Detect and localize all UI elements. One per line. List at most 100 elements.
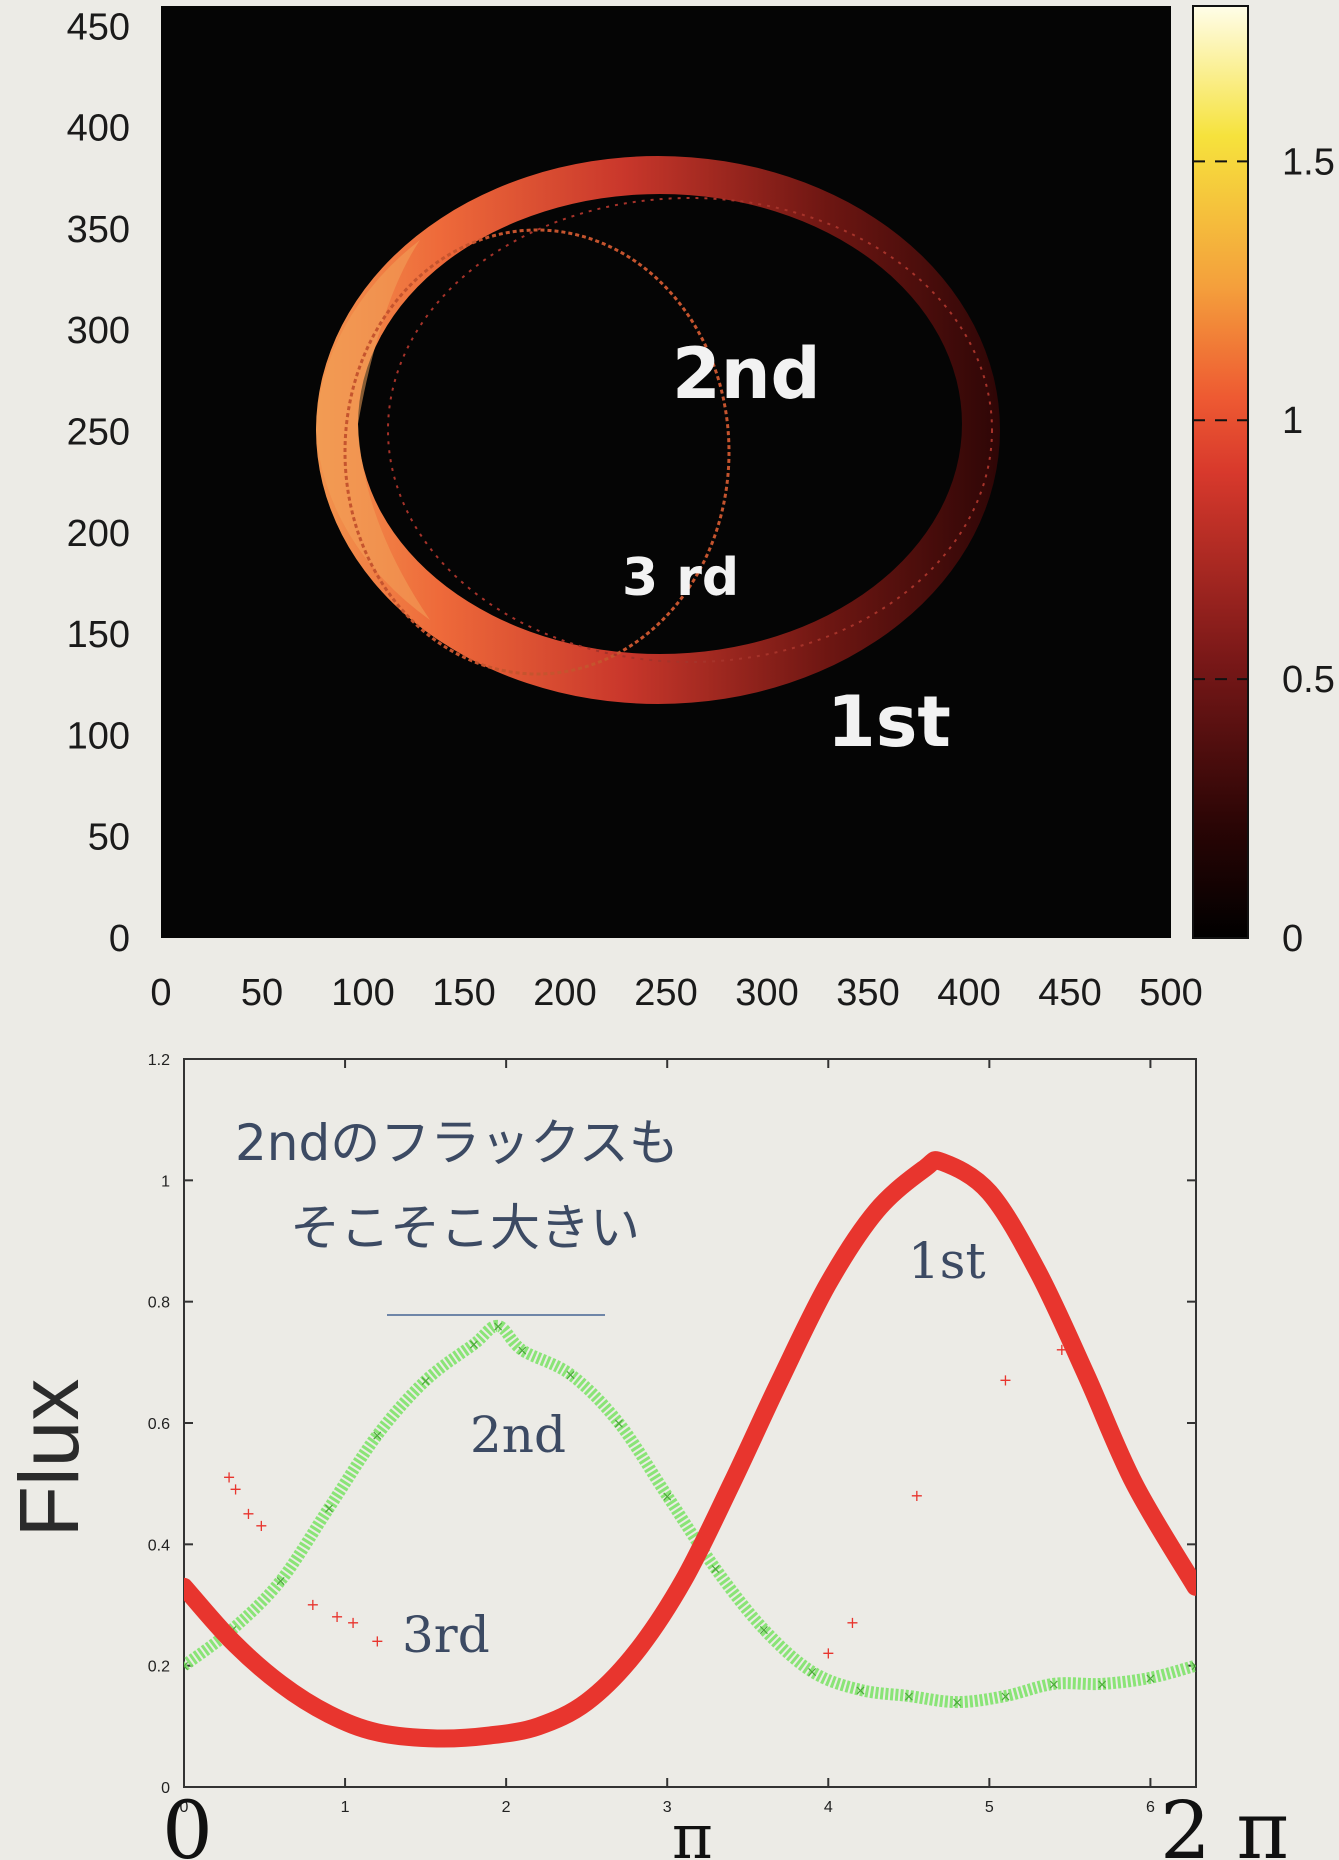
flux-y-tick-label: 1 <box>161 1173 170 1190</box>
flux-y-tick-label: 0.8 <box>148 1295 170 1312</box>
flux-y-tick-label: 0.2 <box>148 1659 170 1676</box>
heatmap-x-tick-label: 0 <box>150 972 171 1014</box>
series-3rd-point: + <box>846 1613 859 1632</box>
flux-y-tick-label: 1.2 <box>148 1052 170 1069</box>
flux-plot-area <box>183 1058 1197 1788</box>
flux-y-tick-label: 0.6 <box>148 1416 170 1433</box>
flux-x-tick-label: 5 <box>985 1799 994 1816</box>
heatmap-annotations: 2nd 3 rd 1st <box>622 333 951 763</box>
series-2nd-line <box>184 1319 1196 1709</box>
flux-x-axis-mark: 0 <box>162 1784 213 1860</box>
heatmap-plot-area <box>161 6 1171 938</box>
heatmap-annotation-label: 2nd <box>672 333 821 415</box>
heatmap-x-tick-label: 400 <box>937 972 1000 1014</box>
series-2nd-point: × <box>758 1622 770 1638</box>
heatmap-panel: 0 50 100 150 200 250 300 350 400 450 500 0 50 100 150 2… <box>67 5 1335 1014</box>
heatmap-rings <box>316 156 1000 704</box>
heatmap-y-tick-label: 250 <box>67 411 130 453</box>
flux-x-axis-mark: 2 π <box>1160 1784 1289 1860</box>
heatmap-x-tick-label: 50 <box>241 972 283 1014</box>
series-3rd-point: + <box>822 1644 835 1663</box>
series-3rd-point: + <box>255 1516 268 1535</box>
flux-annotation-label: 2nd <box>470 1406 566 1464</box>
heatmap-y-tick-label: 100 <box>67 715 130 757</box>
series-3rd-point: + <box>242 1504 255 1523</box>
flux-annotation-label: そこそこ大きい <box>290 1199 640 1257</box>
first-order-ring-bright-left <box>316 240 430 620</box>
series-3rd-point: + <box>330 1607 343 1626</box>
heatmap-annotation-label: 3 rd <box>622 548 739 608</box>
colorbar-tick-label: 1.5 <box>1282 141 1335 183</box>
colorbar-tick-label: 1 <box>1282 400 1303 442</box>
series-2nd-point: × <box>516 1343 528 1359</box>
colorbar <box>1192 5 1249 939</box>
series-2nd-point: × <box>420 1374 432 1390</box>
series-2nd-point: × <box>178 1659 190 1675</box>
flux-annotation-label: 3rd <box>402 1606 490 1664</box>
flux-series: ×××××××××××××××× × × ×× × ××++++++ +++++++ <box>178 1151 1196 1748</box>
heatmap-y-tick-label: 450 <box>67 6 130 48</box>
series-1st-line <box>184 1151 1196 1748</box>
series-2nd-point: × <box>275 1574 287 1590</box>
series-2nd-point: × <box>903 1689 915 1705</box>
heatmap-x-tick-label: 100 <box>331 972 394 1014</box>
colorbar-tick-label: 0 <box>1282 918 1303 960</box>
flux-annotation-label: 2ndのフラックスも <box>235 1114 679 1172</box>
flux-y-axis-label: Flux <box>2 1379 96 1538</box>
heatmap-y-tick-label: 350 <box>67 209 130 251</box>
third-order-ring <box>387 197 993 663</box>
series-2nd-point: × <box>468 1337 480 1353</box>
heatmap-x-tick-label: 150 <box>432 972 495 1014</box>
heatmap-axes: 0 50 100 150 200 250 300 350 400 450 500 0 50 100 150 2… <box>67 6 1335 1014</box>
flux-y-tick-label: 0 <box>161 1780 170 1797</box>
series-2nd-point: × <box>951 1695 963 1711</box>
series-2nd-point: × <box>710 1562 722 1578</box>
series-2nd-point: × <box>613 1416 625 1432</box>
heatmap-x-tick-label: 300 <box>735 972 798 1014</box>
series-3rd-point: + <box>910 1486 923 1505</box>
series-2nd-point: × <box>855 1683 867 1699</box>
colorbar-tick-label: 0.5 <box>1282 659 1335 701</box>
series-2nd-point: × <box>1048 1677 1060 1693</box>
series-3rd-point: + <box>999 1371 1012 1390</box>
heatmap-x-tick-label: 450 <box>1038 972 1101 1014</box>
series-3rd-point: + <box>346 1613 359 1632</box>
heatmap-y-tick-label: 300 <box>67 310 130 352</box>
flux-x-tick-label: 0 <box>180 1799 189 1816</box>
heatmap-y-tick-label: 200 <box>67 513 130 555</box>
flux-x-tick-label: 3 <box>663 1799 672 1816</box>
heatmap-x-tick-label: 500 <box>1139 972 1202 1014</box>
series-2nd-point: × <box>661 1489 673 1505</box>
heatmap-x-tick-label: 200 <box>533 972 596 1014</box>
heatmap-x-tick-label: 250 <box>634 972 697 1014</box>
series-3rd-point: + <box>306 1595 319 1614</box>
heatmap-annotation-label: 1st <box>827 681 951 763</box>
heatmap-y-tick-label: 400 <box>67 108 130 150</box>
flux-annotation-label: 1st <box>908 1232 986 1290</box>
series-2nd-point: × <box>492 1319 504 1335</box>
series-3rd-point: + <box>229 1480 242 1499</box>
heatmap-y-tick-label: 150 <box>67 614 130 656</box>
series-2nd-point: × <box>565 1367 577 1383</box>
flux-x-tick-label: 1 <box>341 1799 350 1816</box>
flux-x-axis-mark: π <box>672 1800 713 1860</box>
heatmap-y-tick-label: 50 <box>88 817 130 859</box>
series-2nd-point: × <box>323 1501 335 1517</box>
second-order-ring <box>343 228 731 676</box>
heatmap-x-tick-label: 350 <box>836 972 899 1014</box>
flux-x-tick-label: 6 <box>1146 1799 1155 1816</box>
series-3rd-point: + <box>371 1631 384 1650</box>
series-3rd-point: + <box>1055 1340 1068 1359</box>
series-2nd-point: × <box>806 1665 818 1681</box>
series-2nd-point: × <box>1145 1671 1157 1687</box>
flux-x-tick-label: 2 <box>502 1799 511 1816</box>
heatmap-y-tick-label: 0 <box>109 918 130 960</box>
flux-y-tick-label: 0.4 <box>148 1537 170 1554</box>
series-2nd-point: × <box>1096 1677 1108 1693</box>
series-3rd-point: + <box>222 1468 235 1487</box>
series-2nd-point: × <box>371 1428 383 1444</box>
